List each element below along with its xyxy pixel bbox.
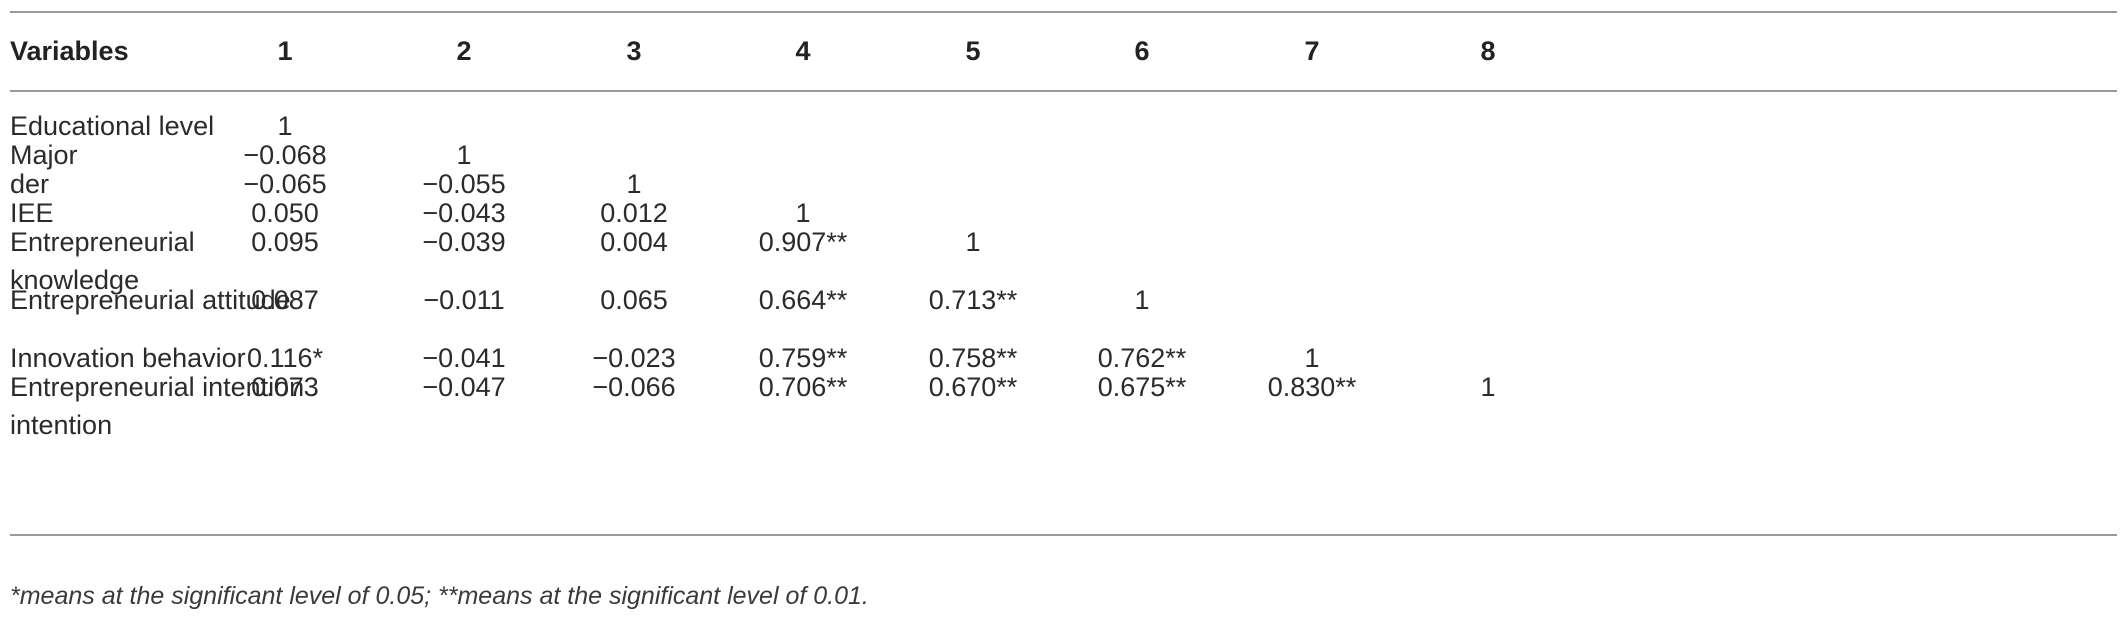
correlation-table: Variables 1 2 3 4 5 6 7 8 Educational le… (10, 11, 2117, 536)
table-footnote: *means at the significant level of 0.05;… (10, 582, 869, 610)
table-cell: −0.068 (243, 140, 327, 170)
table-cell: 0.907** (758, 227, 848, 257)
table-cell: 0.073 (251, 372, 319, 402)
row-label: IEE (10, 198, 54, 228)
table-cell: 0.065 (600, 285, 668, 315)
row-label: Educational level (10, 111, 215, 141)
table-header-row: Variables 1 2 3 4 5 6 7 8 (10, 13, 2117, 90)
table-cell: 0.762** (1097, 343, 1187, 373)
table-cell: −0.047 (422, 372, 506, 402)
header-variables: Variables (10, 36, 129, 66)
table-cell: 0.095 (251, 227, 319, 257)
table-cell: 0.012 (600, 198, 668, 228)
table-cell: 1 (626, 169, 642, 199)
header-col-8: 8 (1480, 36, 1496, 66)
table-cell: 1 (277, 111, 293, 141)
row-label: Entrepreneurial knowledge (10, 227, 195, 295)
table-cell: 0.830** (1267, 372, 1357, 402)
table-cell: 0.116* (246, 343, 324, 373)
table-header-rule (10, 90, 2117, 92)
header-col-2: 2 (456, 36, 472, 66)
table-cell: −0.043 (422, 198, 506, 228)
table-cell: −0.011 (423, 285, 505, 315)
table-cell: 0.758** (928, 343, 1018, 373)
table-cell: 0.087 (251, 285, 319, 315)
table-cell: −0.055 (422, 169, 506, 199)
table-cell: 0.004 (600, 227, 668, 257)
table-cell: 1 (1304, 343, 1320, 373)
row-label: Major (10, 140, 78, 170)
row-label: Innovation behavior (10, 343, 246, 373)
table-cell: 0.664** (758, 285, 848, 315)
row-label: Entrepreneurial attitude (10, 285, 291, 315)
table-cell: 0.759** (758, 343, 848, 373)
table-cell: −0.023 (592, 343, 676, 373)
table-body: Educational level 1 Major −0.068 1 der −0.065−… (10, 92, 2117, 534)
header-col-5: 5 (965, 36, 981, 66)
row-label: der (10, 169, 50, 199)
header-col-3: 3 (626, 36, 642, 66)
table-cell: 1 (965, 227, 981, 257)
table-cell: 0.713** (928, 285, 1018, 315)
table-cell: −0.041 (422, 343, 506, 373)
table-top-rule (10, 11, 2117, 13)
table-cell: −0.039 (422, 227, 506, 257)
table-cell: −0.065 (243, 169, 327, 199)
table-cell: 1 (1480, 372, 1496, 402)
table-cell: 0.670** (928, 372, 1018, 402)
header-col-1: 1 (277, 36, 293, 66)
table-cell: 0.050 (251, 198, 319, 228)
row-label: Entrepreneurial intention intention (10, 372, 305, 440)
table-cell: 0.706** (758, 372, 848, 402)
table-cell: 1 (1134, 285, 1150, 315)
header-col-6: 6 (1134, 36, 1150, 66)
table-cell: −0.066 (592, 372, 676, 402)
header-col-7: 7 (1304, 36, 1320, 66)
table-cell: 1 (795, 198, 811, 228)
header-col-4: 4 (795, 36, 811, 66)
table-bottom-rule (10, 534, 2117, 536)
table-cell: 0.675** (1097, 372, 1187, 402)
table-cell: 1 (456, 140, 472, 170)
